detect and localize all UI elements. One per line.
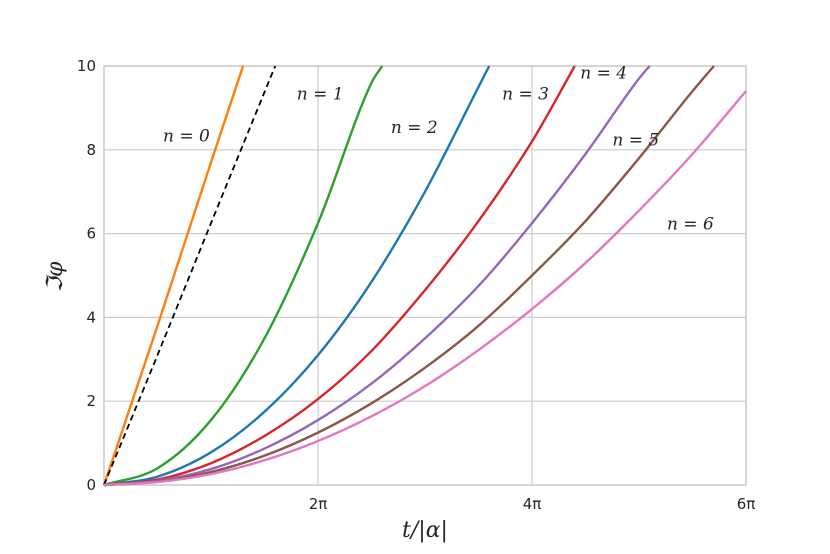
series-line-3 — [103, 65, 491, 487]
grid — [104, 65, 747, 486]
y-tick-label: 0 — [86, 476, 96, 494]
y-tick-label: 10 — [77, 57, 96, 75]
series-line-dashed-reference — [103, 65, 277, 486]
series-label-4: n = 4 — [580, 64, 627, 84]
series-line-2 — [103, 65, 384, 487]
series-label-6: n = 6 — [667, 214, 714, 234]
x-axis-label: t/|α| — [402, 518, 448, 543]
series-label-3: n = 3 — [502, 85, 549, 105]
x-tick-label: 6π — [737, 495, 756, 513]
y-tick-label: 8 — [86, 141, 96, 159]
series-line-7 — [103, 90, 747, 487]
series-line-0 — [102, 65, 245, 486]
x-tick-label: 2π — [309, 495, 328, 513]
y-axis-label: ℑφ — [43, 261, 68, 292]
series-label-1: n = 1 — [297, 85, 344, 105]
x-tick-label: 4π — [523, 495, 542, 513]
series-lines — [102, 65, 747, 487]
series-line-4 — [103, 65, 576, 487]
series-label-2: n = 2 — [391, 118, 438, 138]
series-label-0: n = 0 — [163, 126, 210, 146]
tick-labels: 0 2 4 6 8 10 2π 4π 6π — [77, 57, 755, 513]
y-tick-label: 2 — [86, 392, 96, 410]
series-label-5: n = 5 — [612, 131, 659, 151]
series-line-6 — [103, 65, 715, 487]
series-line-5 — [103, 65, 651, 487]
series-labels: n = 0 n = 1 n = 2 n = 3 n = 4 n = 5 n = 6 — [163, 64, 714, 235]
y-tick-label: 6 — [86, 225, 96, 243]
y-tick-label: 4 — [86, 308, 96, 326]
